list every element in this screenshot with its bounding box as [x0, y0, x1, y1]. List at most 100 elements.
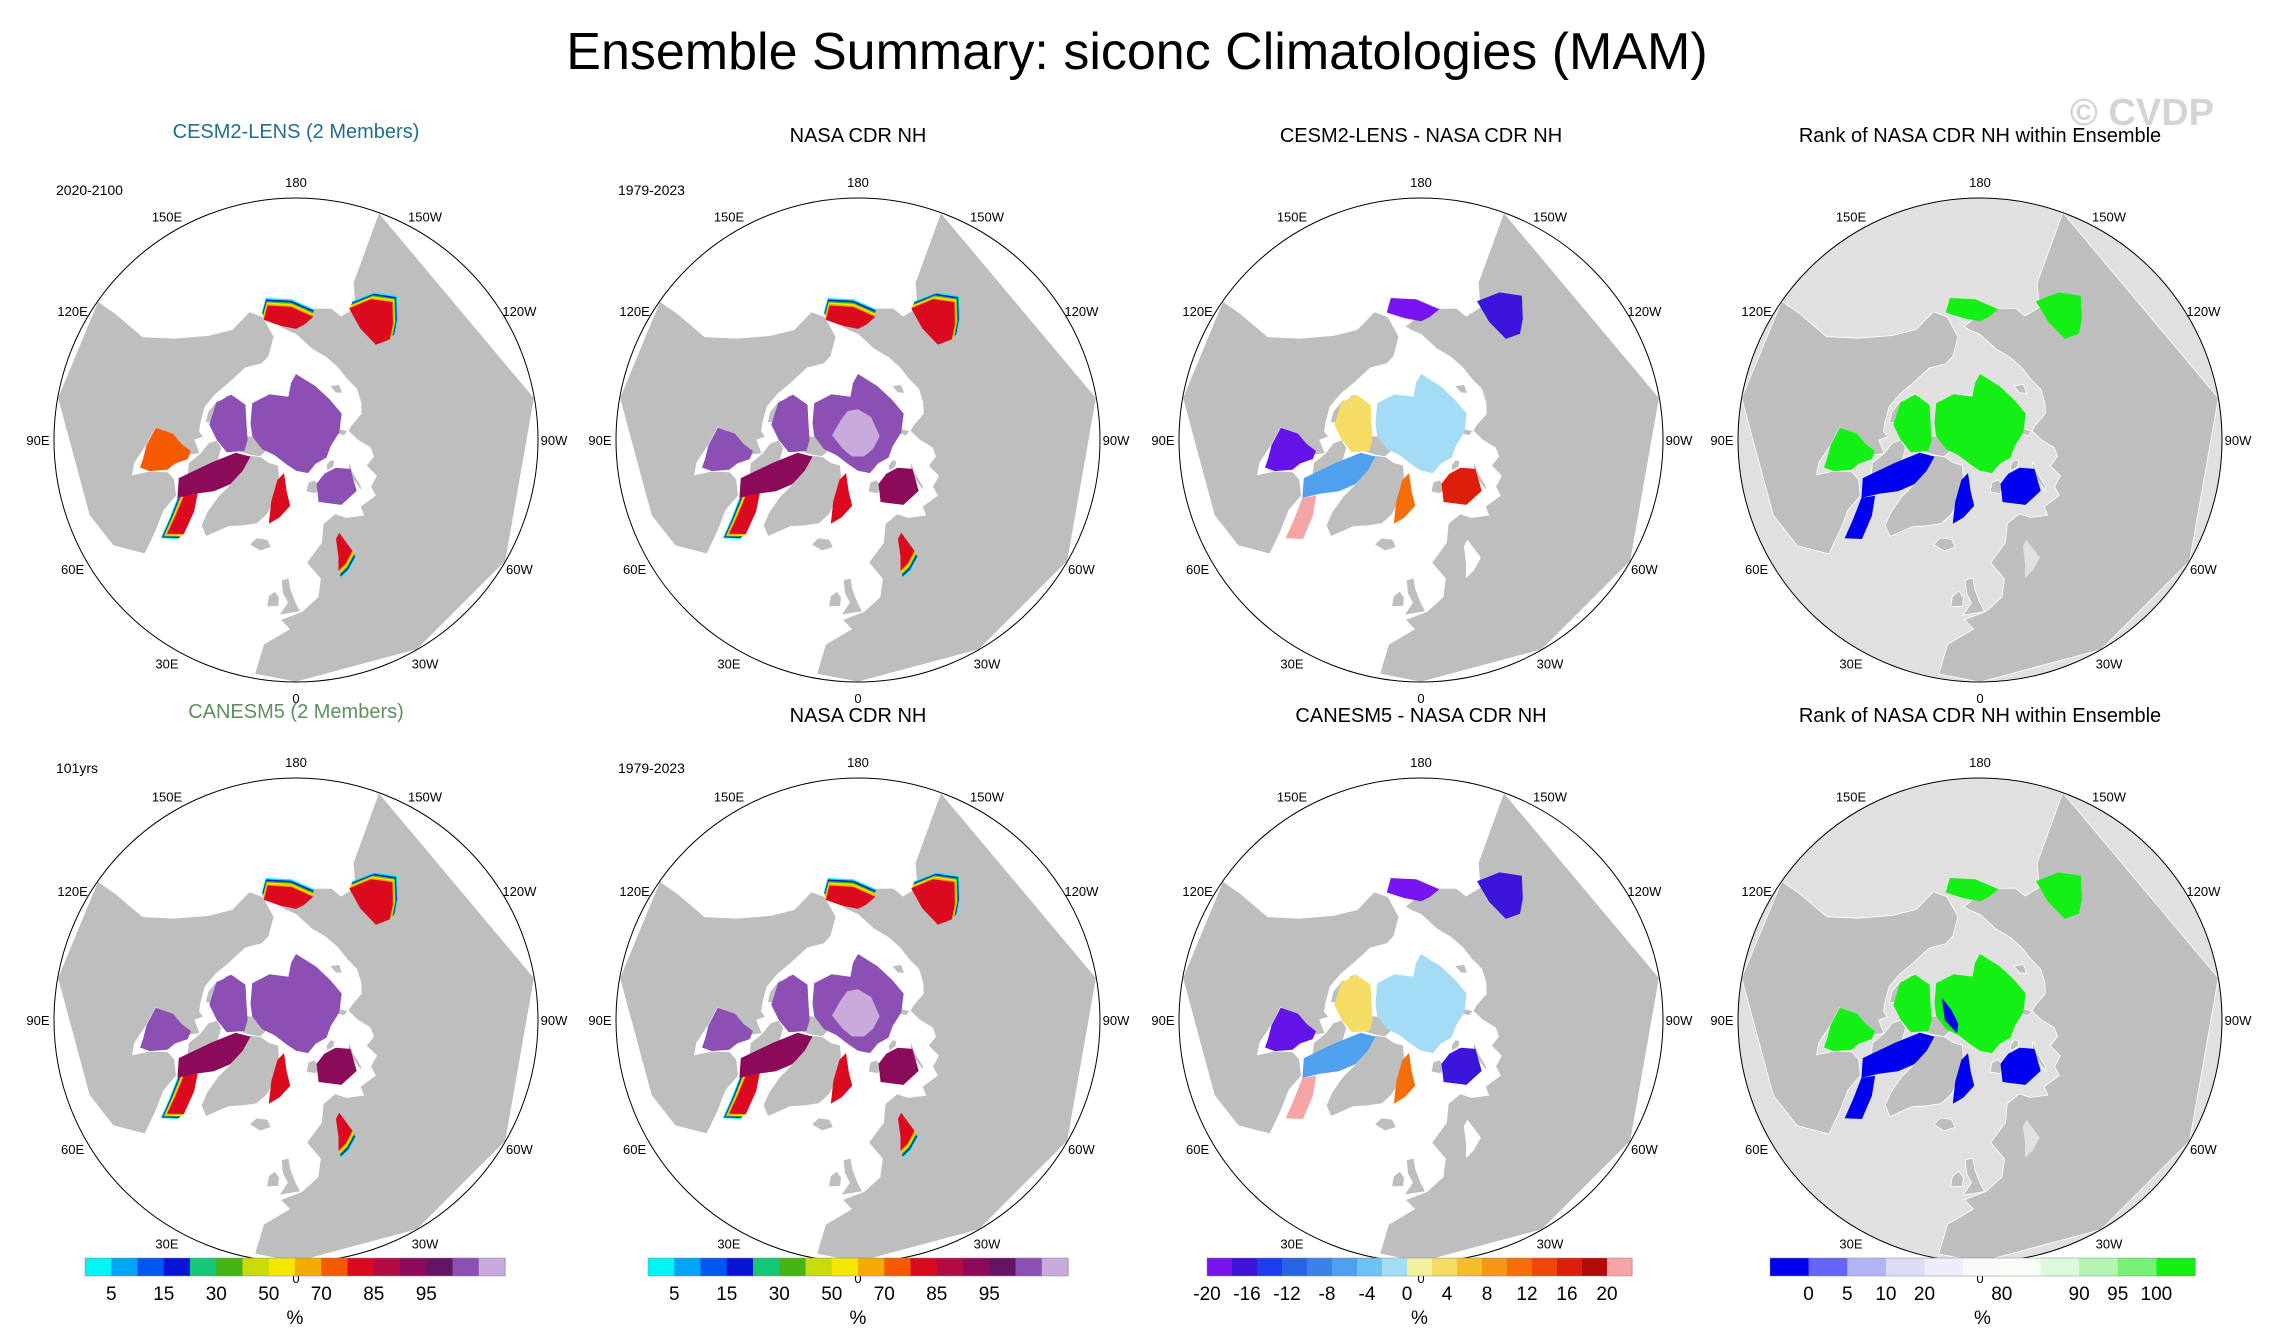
colorbar-swatch [726, 1258, 754, 1276]
diff-labrador [1285, 1075, 1317, 1119]
lon-label-30e: 30E [1839, 1236, 1862, 1251]
map-boundary [615, 197, 1101, 683]
land-greenland [1884, 454, 1964, 538]
colorbar-swatch [1382, 1258, 1408, 1276]
land-ireland [828, 590, 842, 608]
ice-caa [771, 394, 810, 453]
colorbar-swatch [1407, 1258, 1433, 1276]
colorbar-tick-label: 15 [716, 1284, 737, 1305]
lon-label-30e: 30E [1280, 1236, 1303, 1251]
colorbar-frame [647, 1257, 1069, 1277]
ice-margin-2-5 [349, 299, 393, 345]
land-iceland [1373, 1117, 1397, 1132]
lon-label-150e: 150E [714, 210, 745, 225]
lon-label-90e: 90E [26, 1013, 49, 1028]
lon-label-120w: 120W [1627, 304, 1662, 319]
map-p1: 180 150E 120E 90E 60E 30E 0 30W 60W 90W 120W 150W [26, 175, 568, 706]
map-body-p7 [1179, 778, 1663, 1262]
map-p7: 180 150E 120E 90E 60E 30E 0 30W 60W 90W 120W 150W [1151, 755, 1693, 1286]
land-franz-josef-land [887, 459, 898, 472]
lon-label-30e: 30E [717, 656, 740, 671]
colorbar-tick-label: -20 [1193, 1284, 1220, 1305]
colorbar-tick-label: -16 [1233, 1284, 1260, 1305]
lon-label-150w: 150W [2092, 210, 2127, 225]
colorbar-swatch [321, 1258, 349, 1276]
colorbar-swatch [137, 1258, 165, 1276]
diff-bering [1386, 298, 1440, 322]
colorbar-tick-label: 90 [2069, 1284, 2090, 1305]
lon-label-60e: 60E [1186, 562, 1209, 577]
map-p6: 180 150E 120E 90E 60E 30E 0 30W 60W 90W 120W 150W [588, 755, 1130, 1286]
lon-label-90e: 90E [1151, 433, 1174, 448]
rank-core [1934, 374, 2026, 474]
land-north-america [1182, 300, 1400, 555]
ice-core-full [832, 409, 880, 457]
land-novaya-zemlya [2031, 1041, 2047, 1072]
map-body-p4 [1738, 198, 2222, 682]
land-ireland [1950, 590, 1964, 608]
colorbar-swatch [884, 1258, 912, 1276]
ice-baffin-bay [739, 452, 813, 498]
ice-baffin-bay [177, 452, 251, 498]
diff-baffin [1302, 452, 1376, 498]
ice-barents [316, 1047, 357, 1085]
land-new-siberian-islands [2013, 384, 2028, 394]
ice-margin-3-5 [336, 532, 353, 571]
rank-baffin [1861, 452, 1935, 498]
land-ireland [1950, 1170, 1964, 1188]
lon-label-0: 0 [292, 691, 299, 706]
lon-label-150e: 150E [714, 790, 745, 805]
colorbar-swatch [426, 1258, 454, 1276]
land-north-america [57, 300, 275, 555]
land-new-siberian-islands [891, 384, 906, 394]
colorbar-tick-label: 15 [153, 1284, 174, 1305]
colorbar-tick-label: 80 [1991, 1284, 2012, 1305]
rank-okhotsk [2036, 292, 2082, 339]
colorbar-swatch [163, 1258, 191, 1276]
rank-labrador [1844, 1075, 1876, 1119]
ice-margin-2-5 [349, 879, 393, 925]
colorbar-tick-label: 100 [2141, 1284, 2173, 1305]
colorbar-cb1: 5 15 30 50 70 85 95% [84, 1257, 506, 1329]
colorbar-cb3: -20 -16 -12 -8 -4 0 4 8 12 16 20% [1193, 1257, 1633, 1329]
period-label-p6: 1979-2023 [618, 760, 685, 776]
colorbar-swatch [753, 1258, 780, 1276]
diff-labrador [1285, 495, 1317, 539]
land-iceland [1373, 537, 1397, 552]
colorbar-swatch [1041, 1258, 1069, 1276]
colorbar-tick-label: 5 [669, 1284, 680, 1305]
lon-label-90w: 90W [1666, 1013, 1693, 1028]
diff-barents [1441, 1047, 1482, 1085]
land-novaya-zemlya [347, 461, 363, 492]
ice-core [250, 954, 342, 1054]
land-great-britain [1403, 577, 1427, 616]
colorbar-tick-label: 95 [2107, 1284, 2128, 1305]
land-greenland [762, 1034, 842, 1118]
panel-title-p1: CESM2-LENS (2 Members) [172, 121, 420, 143]
colorbar-tick-label: 50 [258, 1284, 279, 1305]
land-north-america [1741, 300, 1959, 555]
colorbar-swatch [1557, 1258, 1583, 1276]
ice-barents [316, 467, 357, 505]
map-p3: 180 150E 120E 90E 60E 30E 0 30W 60W 90W 120W 150W [1151, 175, 1693, 706]
land-great-britain [1962, 1157, 1986, 1196]
land-greenland [762, 454, 842, 538]
baltic-water [2022, 1119, 2040, 1159]
lon-label-120w: 120W [2186, 884, 2221, 899]
map-body-p1 [54, 198, 538, 682]
lon-label-30w: 30W [1537, 656, 1564, 671]
colorbar-swatch [648, 1258, 675, 1276]
lon-label-120e: 120E [1741, 884, 1772, 899]
colorbar-tick-label: 70 [874, 1284, 895, 1305]
rank-labrador [1844, 495, 1876, 539]
ice-fram-strait [830, 1053, 853, 1104]
lon-label-150e: 150E [1836, 210, 1867, 225]
ice-margin-3-5 [898, 1112, 915, 1151]
diff-fram [1393, 473, 1416, 524]
lon-label-120e: 120E [57, 884, 88, 899]
colorbar-swatch [2040, 1258, 2080, 1276]
lon-label-180: 180 [847, 755, 869, 770]
colorbar-swatch [1532, 1258, 1558, 1276]
colorbar-unit: % [287, 1308, 304, 1329]
rank-okhotsk [2036, 872, 2082, 919]
